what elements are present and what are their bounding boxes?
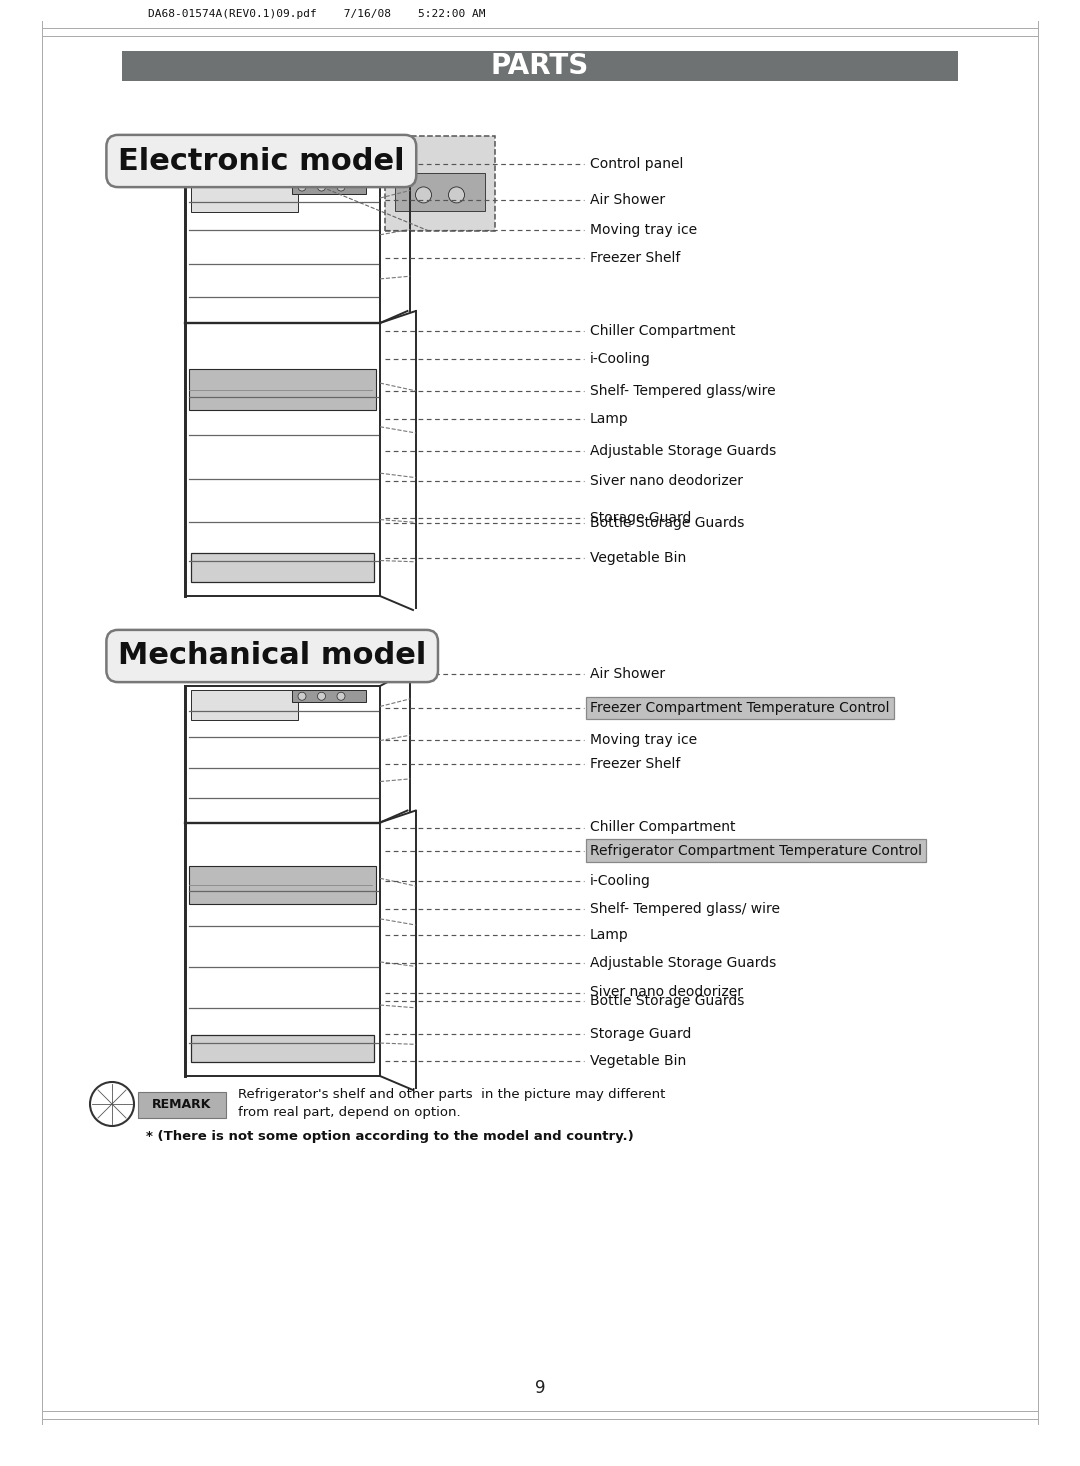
Text: Freezer Compartment Temperature Control: Freezer Compartment Temperature Control xyxy=(590,701,890,715)
Bar xyxy=(191,180,298,213)
Text: Storage Guard: Storage Guard xyxy=(590,1028,691,1041)
Text: Chiller Compartment: Chiller Compartment xyxy=(590,324,735,339)
Text: Freezer Shelf: Freezer Shelf xyxy=(590,756,680,771)
Text: Adjustable Storage Guards: Adjustable Storage Guards xyxy=(590,956,777,969)
Bar xyxy=(138,1092,226,1119)
Bar xyxy=(293,690,366,702)
Text: Bottle Storage Guards: Bottle Storage Guards xyxy=(590,516,744,531)
Bar xyxy=(189,369,376,410)
Text: Shelf- Tempered glass/ wire: Shelf- Tempered glass/ wire xyxy=(590,902,780,915)
Text: from real part, depend on option.: from real part, depend on option. xyxy=(238,1105,461,1119)
Circle shape xyxy=(318,692,325,701)
Bar xyxy=(293,180,366,194)
Text: Siver nano deodorizer: Siver nano deodorizer xyxy=(590,985,743,1000)
Circle shape xyxy=(416,186,432,202)
Text: Mechanical model: Mechanical model xyxy=(118,642,427,670)
Bar xyxy=(384,136,495,232)
Text: Shelf- Tempered glass/wire: Shelf- Tempered glass/wire xyxy=(590,384,775,397)
Text: * (There is not some option according to the model and country.): * (There is not some option according to… xyxy=(146,1130,634,1143)
Bar xyxy=(395,173,485,211)
Text: Vegetable Bin: Vegetable Bin xyxy=(590,1054,686,1069)
Circle shape xyxy=(337,183,345,191)
Text: Chiller Compartment: Chiller Compartment xyxy=(590,821,735,834)
Text: Refrigerator's shelf and other parts  in the picture may different: Refrigerator's shelf and other parts in … xyxy=(238,1088,665,1101)
Text: Control panel: Control panel xyxy=(590,157,684,172)
Text: Air Shower: Air Shower xyxy=(590,667,665,682)
Circle shape xyxy=(337,692,345,701)
Text: Refrigerator Compartment Temperature Control: Refrigerator Compartment Temperature Con… xyxy=(590,843,922,858)
Bar xyxy=(191,690,298,720)
Text: Vegetable Bin: Vegetable Bin xyxy=(590,551,686,564)
Circle shape xyxy=(298,183,306,191)
Text: PARTS: PARTS xyxy=(491,51,589,81)
Text: Air Shower: Air Shower xyxy=(590,194,665,207)
Text: Bottle Storage Guards: Bottle Storage Guards xyxy=(590,994,744,1009)
Text: Moving tray ice: Moving tray ice xyxy=(590,733,697,748)
Text: Electronic model: Electronic model xyxy=(118,147,405,176)
Text: i-Cooling: i-Cooling xyxy=(590,874,651,887)
Text: i-Cooling: i-Cooling xyxy=(590,352,651,366)
Bar xyxy=(189,865,376,903)
Circle shape xyxy=(318,183,325,191)
Text: Lamp: Lamp xyxy=(590,928,629,941)
Text: Freezer Shelf: Freezer Shelf xyxy=(590,251,680,265)
Bar xyxy=(122,51,958,81)
Bar xyxy=(191,1035,374,1061)
Text: DA68-01574A(REV0.1)09.pdf    7/16/08    5:22:00 AM: DA68-01574A(REV0.1)09.pdf 7/16/08 5:22:0… xyxy=(148,9,486,19)
Text: Storage Guard: Storage Guard xyxy=(590,512,691,525)
Text: 9: 9 xyxy=(535,1380,545,1397)
Circle shape xyxy=(448,186,464,202)
Text: REMARK: REMARK xyxy=(152,1098,212,1111)
Text: Siver nano deodorizer: Siver nano deodorizer xyxy=(590,474,743,488)
Circle shape xyxy=(298,692,306,701)
Text: Adjustable Storage Guards: Adjustable Storage Guards xyxy=(590,444,777,457)
Text: Lamp: Lamp xyxy=(590,412,629,427)
Text: Moving tray ice: Moving tray ice xyxy=(590,223,697,237)
Bar xyxy=(191,553,374,582)
